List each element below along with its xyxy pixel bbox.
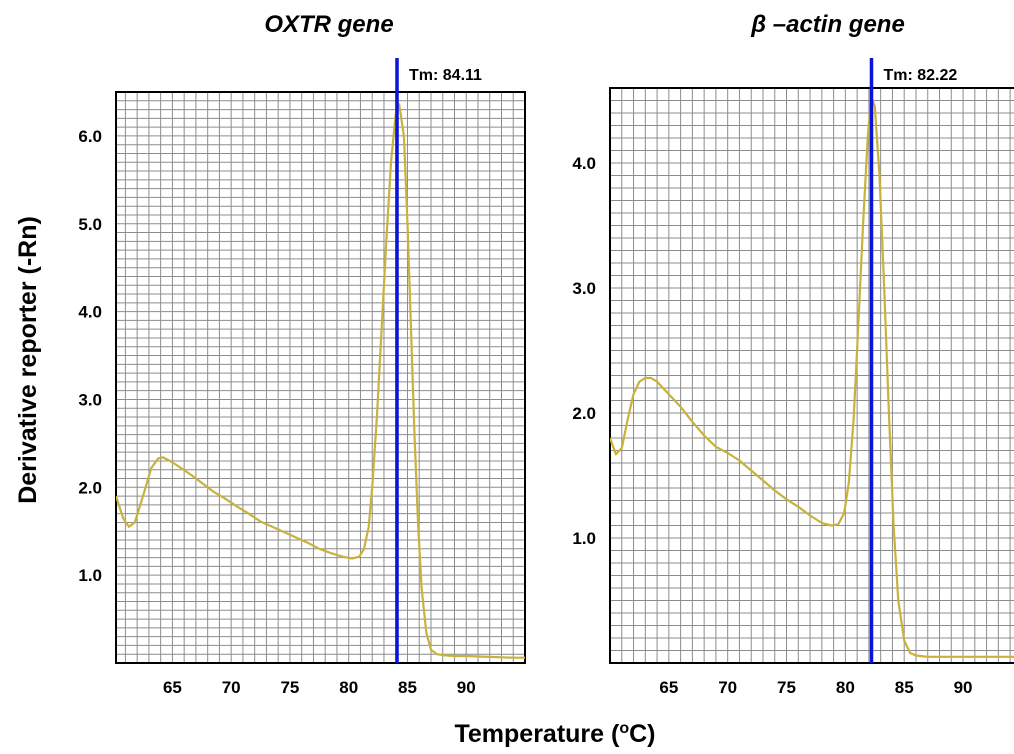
x-tick-label: 75 xyxy=(777,678,796,697)
y-tick-label: 1.0 xyxy=(572,529,596,548)
plot-frame xyxy=(609,87,1014,664)
y-tick-label: 4.0 xyxy=(572,154,596,173)
plot-frame xyxy=(115,91,526,664)
x-tick-label: 90 xyxy=(954,678,973,697)
x-tick-label: 85 xyxy=(895,678,914,697)
y-tick-label: 4.0 xyxy=(78,303,102,322)
x-tick-label: 80 xyxy=(339,678,358,697)
y-tick-label: 3.0 xyxy=(78,390,102,409)
melt-curve-line xyxy=(116,103,525,659)
x-axis-label-main: Temperature ( xyxy=(454,720,620,748)
x-tick-label: 85 xyxy=(398,678,417,697)
chart-panel-beta-actin: β –actin gene 1.0 2.0 3.0 4.0 65 70 75 80 85 90 Tm:… xyxy=(572,11,1014,697)
x-tick-label: 90 xyxy=(457,678,476,697)
x-tick-label: 65 xyxy=(659,678,678,697)
x-tick-label: 80 xyxy=(836,678,855,697)
y-tick-label: 1.0 xyxy=(78,566,102,585)
x-axis-label: Temperature (oC) xyxy=(454,720,655,748)
x-axis-label-superscript: o xyxy=(619,720,629,737)
x-tick-label: 65 xyxy=(163,678,182,697)
y-axis-label: Derivative reporter (-Rn) xyxy=(14,216,42,504)
grid xyxy=(116,92,526,663)
x-tick-label: 75 xyxy=(280,678,299,697)
y-tick-label: 2.0 xyxy=(572,404,596,423)
chart-title: β –actin gene xyxy=(750,11,905,38)
chart-panel-oxtr: OXTR gene 1.0 2.0 3.0 4.0 5.0 6.0 65 70 75 80 85 90 T… xyxy=(78,11,526,697)
y-tick-label: 6.0 xyxy=(78,127,102,146)
melt-curve-line xyxy=(610,95,1014,658)
y-tick-label: 3.0 xyxy=(572,279,596,298)
y-tick-label: 2.0 xyxy=(78,478,102,497)
chart-title: OXTR gene xyxy=(264,11,393,38)
x-axis-label-end: C) xyxy=(629,720,655,748)
tm-label: Tm: 82.22 xyxy=(883,67,957,84)
tm-label: Tm: 84.11 xyxy=(409,67,482,84)
x-tick-label: 70 xyxy=(222,678,241,697)
grid xyxy=(609,88,1014,663)
y-tick-label: 5.0 xyxy=(78,215,102,234)
x-tick-label: 70 xyxy=(718,678,737,697)
